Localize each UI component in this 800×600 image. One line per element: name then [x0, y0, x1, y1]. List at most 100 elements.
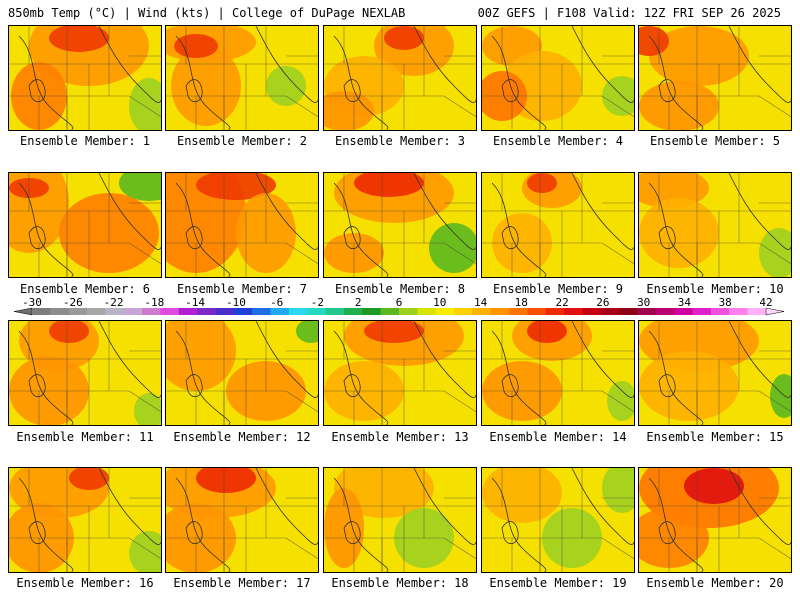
isotherm-contour	[501, 79, 519, 103]
colorbar-tick-label: 30	[637, 296, 650, 309]
isotherm-contour	[571, 26, 634, 103]
ensemble-member-label: Ensemble Member: 15	[646, 430, 784, 444]
colorbar-swatch	[545, 308, 565, 315]
colorbar-swatch	[87, 308, 106, 315]
ensemble-member-map-panel	[481, 467, 635, 573]
temperature-shading	[759, 228, 791, 277]
isotherm-contour	[333, 182, 389, 277]
isotherm-contour	[333, 330, 389, 425]
ensemble-member-map-panel	[165, 320, 319, 426]
colorbar-swatch	[600, 308, 620, 315]
temperature-field-map	[482, 468, 634, 572]
colorbar-swatch	[637, 308, 657, 315]
colorbar-swatch	[50, 308, 69, 315]
colorbar-tick-label: 6	[396, 296, 403, 309]
state-border	[758, 242, 791, 265]
colorbar-swatch	[32, 308, 51, 315]
ensemble-member-label: Ensemble Member: 20	[646, 576, 784, 590]
colorbar-swatch	[454, 308, 473, 315]
isotherm-contour	[255, 321, 318, 398]
state-border	[758, 537, 791, 560]
temperature-colorbar: -30 -26 -22 -18 -14 -10 -6 -2 2 6 10 14 18 22 26 30 34 38…	[13, 296, 785, 316]
colorbar-swatch	[325, 308, 345, 315]
temperature-field-map	[482, 26, 634, 130]
temperature-shading	[639, 351, 739, 421]
temperature-shading	[166, 321, 236, 391]
colorbar-swatch	[417, 308, 436, 315]
isotherm-contour	[185, 374, 203, 398]
state-border	[128, 95, 161, 118]
ensemble-member-label: Ensemble Member: 4	[492, 134, 624, 148]
ensemble-member-map-panel	[165, 25, 319, 131]
isotherm-contour	[648, 330, 704, 425]
colorbar-swatch	[747, 308, 767, 315]
isotherm-contour	[501, 521, 519, 545]
colorbar-swatch	[674, 308, 693, 315]
isotherm-contour	[98, 468, 161, 545]
state-border	[601, 242, 634, 265]
isotherm-contour	[175, 182, 231, 277]
temperature-shading	[9, 356, 89, 425]
temperature-field-map	[639, 26, 791, 130]
temperature-field-map	[324, 321, 476, 425]
colorbar-tick-label: -2	[311, 296, 324, 309]
colorbar-tick-label: 34	[678, 296, 692, 309]
ensemble-member-map-panel	[165, 172, 319, 278]
isotherm-contour	[728, 468, 791, 545]
state-border	[443, 390, 476, 413]
temperature-shading	[69, 468, 109, 490]
ensemble-member-map-panel	[481, 172, 635, 278]
isotherm-contour	[185, 226, 203, 250]
isotherm-contour	[413, 26, 476, 103]
state-border	[443, 537, 476, 560]
colorbar-tick-label: -30	[22, 296, 42, 309]
ensemble-member-map-panel	[638, 25, 792, 131]
colorbar-swatch	[288, 308, 308, 315]
temperature-shading	[607, 381, 634, 421]
colorbar-tick-label: 38	[719, 296, 732, 309]
ensemble-member-map-panel	[8, 172, 162, 278]
colorbar-swatch	[197, 308, 216, 315]
temperature-shading	[527, 173, 557, 193]
isotherm-contour	[648, 35, 704, 130]
isotherm-contour	[491, 330, 547, 425]
colorbar-swatch	[399, 308, 418, 315]
isotherm-contour	[343, 521, 361, 545]
state-border	[758, 95, 791, 118]
colorbar-swatch	[490, 308, 510, 315]
temperature-field-map	[639, 173, 791, 277]
isotherm-contour	[28, 226, 46, 250]
isotherm-contour	[28, 374, 46, 398]
ensemble-member-label: Ensemble Member: 7	[176, 282, 308, 296]
temperature-shading	[364, 321, 424, 343]
colorbar-tick-label: 10	[433, 296, 446, 309]
ensemble-member-label: Ensemble Member: 5	[649, 134, 781, 148]
isotherm-contour	[571, 321, 634, 398]
ensemble-member-map-panel	[8, 467, 162, 573]
state-border	[285, 537, 318, 560]
temperature-field-map	[166, 26, 318, 130]
temperature-shading	[354, 173, 424, 197]
colorbar-swatch	[729, 308, 748, 315]
state-border	[601, 390, 634, 413]
colorbar-swatch	[215, 308, 235, 315]
colorbar-tick-label: 42	[759, 296, 772, 309]
ensemble-member-label: Ensemble Member: 18	[331, 576, 469, 590]
ensemble-member-map-panel	[8, 25, 162, 131]
isotherm-contour	[491, 35, 547, 130]
colorbar-swatch	[435, 308, 455, 315]
isotherm-contour	[728, 26, 791, 103]
temperature-shading	[527, 321, 567, 343]
state-border	[443, 242, 476, 265]
temperature-shading	[639, 173, 709, 208]
isotherm-contour	[658, 521, 676, 545]
temperature-shading	[174, 34, 218, 58]
map-title: 850mb Temp (°C) | Wind (kts) | College o…	[8, 6, 406, 20]
colorbar-swatch	[582, 308, 602, 315]
temperature-shading	[49, 26, 109, 52]
isotherm-contour	[491, 182, 547, 277]
temperature-shading	[266, 66, 306, 106]
isotherm-contour	[28, 521, 46, 545]
isotherm-contour	[648, 477, 704, 572]
isotherm-contour	[571, 468, 634, 545]
